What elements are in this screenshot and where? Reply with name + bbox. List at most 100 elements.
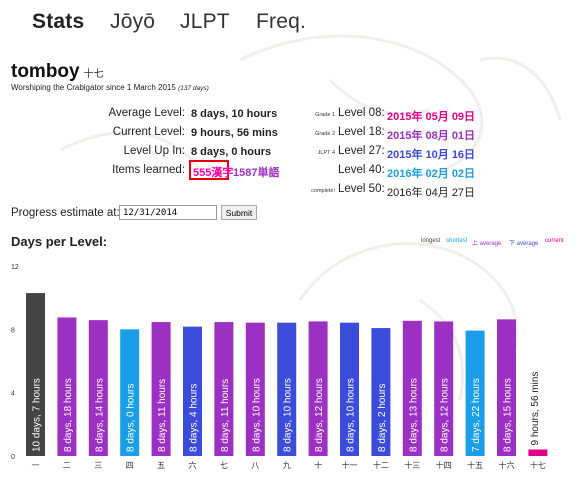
milestone-date: 2015年 10月 16日 — [387, 149, 476, 161]
bar-value-label: 8 days, 10 hours — [346, 378, 357, 452]
bar-value-label: 8 days, 11 hours — [220, 379, 231, 452]
milestone-grade: complete! — [311, 188, 335, 194]
bar-value-label: 8 days, 0 hours — [126, 384, 137, 452]
bar-level-8[interactable] — [245, 322, 265, 456]
x-category-label: 六 — [189, 460, 197, 470]
username: tomboy — [11, 61, 80, 82]
milestone-grade: Grade 2 — [315, 131, 335, 137]
bar-level-15[interactable] — [465, 330, 485, 456]
bar-value-label: 8 days, 2 hours — [377, 384, 388, 452]
x-category-label: 十 — [314, 460, 322, 470]
x-category-label: 三 — [94, 461, 102, 470]
milestone-level: Level 50: — [338, 183, 385, 195]
bar-value-label: 7 days, 22 hours — [471, 378, 482, 452]
x-category-label: 五 — [157, 461, 165, 470]
milestone-level: Level 08: — [338, 107, 385, 119]
bar-level-3[interactable] — [88, 320, 108, 456]
nav-freq-link[interactable]: Freq. — [256, 10, 307, 33]
bar-level-12[interactable] — [371, 328, 391, 456]
x-category-label: 十二 — [373, 460, 389, 470]
x-category-label: 二 — [63, 461, 71, 470]
x-category-label: 七 — [220, 461, 228, 470]
milestone-level: Level 18: — [338, 126, 385, 138]
bar-value-label: 8 days, 10 hours — [283, 378, 294, 452]
x-category-label: 十六 — [499, 460, 515, 470]
progress-date-input[interactable] — [119, 205, 217, 220]
bar-level-9[interactable] — [277, 322, 297, 456]
average-level-value: 8 days, 10 hours — [191, 108, 278, 120]
username-heading: tomboy 十七 — [11, 61, 104, 83]
x-category-label: 八 — [251, 461, 259, 470]
x-category-label: 十七 — [530, 460, 546, 470]
milestone-date: 2015年 08月 01日 — [387, 130, 476, 142]
bar-value-label: 8 days, 11 hours — [157, 379, 168, 452]
user-tagline: Worshiping the Crabigator since 1 March … — [11, 83, 209, 92]
bar-value-label: 8 days, 14 hours — [94, 378, 105, 452]
y-tick-label: 8 — [11, 327, 15, 334]
kanji-highlight-box — [189, 160, 229, 180]
since-days: (137 days) — [178, 85, 209, 92]
bar-level-11[interactable] — [340, 322, 359, 456]
milestone-date: 2016年 04月 27日 — [387, 187, 476, 199]
x-category-label: 十四 — [436, 460, 452, 470]
current-level-value: 9 hours, 56 mins — [191, 127, 278, 139]
days-per-level-chart: 0 4 8 12 10 days, 7 hours 一 8 days, 18 hours 二 8… — [11, 264, 548, 470]
y-tick-label: 0 — [11, 454, 15, 461]
bar-level-1[interactable] — [26, 293, 45, 456]
x-category-label: 十五 — [467, 460, 483, 470]
y-tick-label: 4 — [11, 391, 15, 398]
progress-estimate-label: Progress estimate at: — [11, 207, 120, 219]
top-nav: Stats Jōyō JLPT Freq. — [0, 10, 574, 40]
kanji-count[interactable]: 555漢字 — [193, 167, 234, 179]
bar-level-2[interactable] — [57, 317, 77, 456]
average-level-label: Average Level: — [108, 107, 185, 119]
bar-value-label: 9 hours, 56 mins — [530, 372, 541, 446]
legend-longest: longest — [421, 238, 441, 244]
nav-joyo-link[interactable]: Jōyō — [110, 10, 156, 33]
nav-stats-link[interactable]: Stats — [32, 10, 85, 33]
bar-value-label: 8 days, 13 hours — [408, 378, 419, 452]
level-up-value: 8 days, 0 hours — [191, 146, 272, 158]
x-category-label: 四 — [126, 461, 134, 470]
bar-value-label: 8 days, 18 hours — [63, 378, 74, 452]
bar-value-label: 8 days, 12 hours — [314, 378, 325, 452]
legend-upper-average: 上 average — [472, 241, 502, 247]
bar-value-label: 8 days, 4 hours — [189, 384, 200, 452]
legend-lower-average: 下 average — [509, 241, 539, 247]
legend-current: current — [545, 238, 564, 244]
bar-level-10[interactable] — [308, 321, 328, 456]
milestone-level: Level 40: — [338, 164, 385, 176]
vocab-count[interactable]: 1587単語 — [233, 167, 280, 179]
submit-button[interactable]: Submit — [221, 205, 257, 220]
bar-value-label: 10 days, 7 hours — [32, 378, 43, 452]
items-learned-label: Items learned: — [112, 164, 185, 176]
tagline-text: Worshiping the Crabigator since 1 March … — [11, 83, 176, 92]
milestone-date: 2016年 02月 02日 — [387, 168, 476, 180]
milestone-date: 2015年 05月 09日 — [387, 111, 476, 123]
bar-level-7[interactable] — [214, 322, 234, 456]
bar-value-label: 8 days, 10 hours — [251, 378, 262, 452]
bar-level-5[interactable] — [151, 322, 171, 456]
bar-value-label: 8 days, 15 hours — [503, 378, 514, 452]
current-level-label: Current Level: — [112, 126, 185, 138]
bar-level-17[interactable] — [528, 449, 548, 456]
milestone-grade: Grade 1 — [315, 112, 335, 118]
bar-level-13[interactable] — [402, 320, 422, 456]
bar-level-16[interactable] — [497, 319, 516, 456]
level-up-label: Level Up In: — [123, 145, 185, 157]
bar-level-14[interactable] — [434, 321, 454, 456]
bar-value-label: 8 days, 12 hours — [440, 378, 451, 452]
bar-level-4[interactable] — [120, 329, 140, 456]
legend-shortest: shortest — [446, 238, 468, 244]
y-tick-label: 12 — [11, 264, 19, 271]
nav-jlpt-link[interactable]: JLPT — [180, 10, 230, 33]
x-category-label: 十三 — [404, 460, 420, 470]
bar-level-6[interactable] — [183, 326, 202, 456]
x-category-label: 一 — [32, 461, 40, 470]
user-level: 十七 — [83, 69, 104, 80]
x-category-label: 九 — [283, 461, 291, 470]
milestone-grade: JLPT 4 — [317, 150, 335, 156]
chart-title: Days per Level: — [11, 234, 108, 249]
milestone-level: Level 27: — [338, 145, 385, 157]
x-category-label: 十一 — [342, 460, 358, 470]
